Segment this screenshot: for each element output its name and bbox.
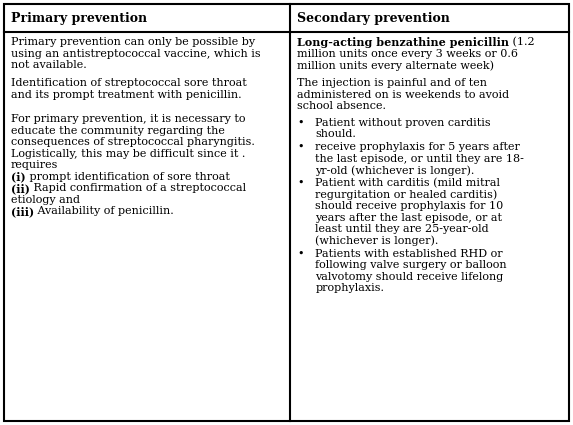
Text: million units every alternate week): million units every alternate week) bbox=[297, 60, 494, 71]
Text: (1.2: (1.2 bbox=[509, 37, 535, 47]
Text: million units once every 3 weeks or 0.6: million units once every 3 weeks or 0.6 bbox=[297, 48, 519, 59]
Text: Patients with established RHD or: Patients with established RHD or bbox=[316, 249, 503, 259]
Text: Rapid confirmation of a streptococcal: Rapid confirmation of a streptococcal bbox=[30, 183, 246, 193]
Text: school absence.: school absence. bbox=[297, 101, 386, 111]
Text: prophylaxis.: prophylaxis. bbox=[316, 283, 384, 293]
Text: and its prompt treatment with penicillin.: and its prompt treatment with penicillin… bbox=[11, 90, 242, 99]
Text: For primary prevention, it is necessary to: For primary prevention, it is necessary … bbox=[11, 114, 245, 124]
Text: yr-old (whichever is longer).: yr-old (whichever is longer). bbox=[316, 165, 475, 176]
Text: should.: should. bbox=[316, 129, 356, 139]
Text: consequences of streptococcal pharyngitis.: consequences of streptococcal pharyngiti… bbox=[11, 137, 255, 147]
Text: Identification of streptococcal sore throat: Identification of streptococcal sore thr… bbox=[11, 78, 247, 88]
Text: (whichever is longer).: (whichever is longer). bbox=[316, 236, 439, 246]
Text: Availability of penicillin.: Availability of penicillin. bbox=[34, 206, 174, 216]
Text: (ii): (ii) bbox=[11, 183, 30, 194]
Text: receive prophylaxis for 5 years after: receive prophylaxis for 5 years after bbox=[316, 142, 520, 152]
Text: least until they are 25-year-old: least until they are 25-year-old bbox=[316, 224, 489, 234]
Text: Secondary prevention: Secondary prevention bbox=[297, 11, 450, 25]
Text: •: • bbox=[297, 118, 304, 128]
Text: prompt identification of sore throat: prompt identification of sore throat bbox=[26, 172, 230, 181]
Text: administered on is weekends to avoid: administered on is weekends to avoid bbox=[297, 90, 509, 99]
Text: following valve surgery or balloon: following valve surgery or balloon bbox=[316, 260, 507, 270]
Text: educate the community regarding the: educate the community regarding the bbox=[11, 125, 225, 136]
Text: valvotomy should receive lifelong: valvotomy should receive lifelong bbox=[316, 272, 504, 282]
Text: (i): (i) bbox=[11, 172, 26, 182]
Text: Logistically, this may be difficult since it .: Logistically, this may be difficult sinc… bbox=[11, 148, 245, 159]
Text: using an antistreptococcal vaccine, which is: using an antistreptococcal vaccine, whic… bbox=[11, 48, 261, 59]
Text: (iii): (iii) bbox=[11, 206, 34, 217]
Text: requires: requires bbox=[11, 160, 58, 170]
Text: should receive prophylaxis for 10: should receive prophylaxis for 10 bbox=[316, 201, 504, 211]
Text: etiology and: etiology and bbox=[11, 195, 80, 204]
Text: Patient without proven carditis: Patient without proven carditis bbox=[316, 118, 491, 128]
Text: •: • bbox=[297, 249, 304, 259]
Text: Primary prevention can only be possible by: Primary prevention can only be possible … bbox=[11, 37, 255, 47]
Text: years after the last episode, or at: years after the last episode, or at bbox=[316, 212, 503, 223]
Text: The injection is painful and of ten: The injection is painful and of ten bbox=[297, 78, 488, 88]
Text: not available.: not available. bbox=[11, 60, 87, 70]
Text: •: • bbox=[297, 142, 304, 152]
Text: the last episode, or until they are 18-: the last episode, or until they are 18- bbox=[316, 154, 524, 164]
Text: Primary prevention: Primary prevention bbox=[11, 11, 147, 25]
Text: Long-acting benzathine penicillin: Long-acting benzathine penicillin bbox=[297, 37, 509, 48]
Text: regurgitation or healed carditis): regurgitation or healed carditis) bbox=[316, 190, 498, 200]
Text: •: • bbox=[297, 178, 304, 188]
Text: Patient with carditis (mild mitral: Patient with carditis (mild mitral bbox=[316, 178, 500, 189]
